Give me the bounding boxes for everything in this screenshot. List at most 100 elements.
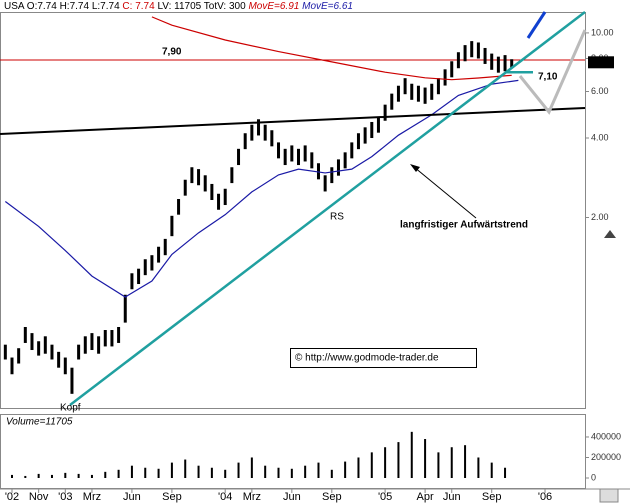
price-bar bbox=[30, 333, 34, 351]
x-tick-label: Jun bbox=[443, 491, 461, 503]
volume-bar bbox=[170, 462, 173, 478]
header-part: C: 7.74 bbox=[122, 1, 155, 12]
price-bar bbox=[476, 42, 480, 59]
price-bar bbox=[430, 83, 434, 100]
price-bar bbox=[390, 93, 394, 110]
volume-bar bbox=[237, 462, 240, 478]
projection bbox=[518, 29, 587, 115]
annotation: RS bbox=[330, 212, 344, 223]
price-bar bbox=[310, 152, 314, 169]
price-bar bbox=[363, 127, 367, 144]
volume-bar bbox=[330, 469, 333, 478]
price-bar bbox=[443, 69, 447, 86]
price-bar bbox=[283, 148, 287, 166]
volume-bar bbox=[24, 475, 27, 478]
price-bar bbox=[77, 344, 81, 360]
price-bar bbox=[350, 142, 354, 159]
price-bar bbox=[117, 326, 121, 343]
volume-bar bbox=[250, 457, 253, 478]
volume-bar bbox=[117, 469, 120, 478]
volume-bar bbox=[384, 447, 387, 478]
volume-bar bbox=[464, 445, 467, 478]
x-tick-label: '05 bbox=[378, 491, 392, 503]
price-bar bbox=[110, 330, 114, 347]
price-bar bbox=[290, 145, 294, 162]
price-bar bbox=[157, 246, 161, 263]
price-bar bbox=[243, 133, 247, 150]
level-label: 7,90 bbox=[162, 47, 182, 58]
marks: 10.008.006.004.002.00'02Nov'03MrzJunSep'… bbox=[0, 16, 621, 503]
x-tick-label: '03 bbox=[58, 491, 72, 503]
arrow bbox=[413, 166, 477, 219]
price-bar bbox=[376, 116, 380, 133]
y-tick-label: 0 bbox=[591, 472, 596, 482]
last-price-box bbox=[588, 56, 614, 69]
price-bar bbox=[137, 268, 141, 285]
price-bar bbox=[163, 238, 167, 256]
price-bar bbox=[270, 130, 274, 147]
volume-bar bbox=[357, 457, 360, 478]
price-bar bbox=[423, 87, 427, 104]
price-bar bbox=[330, 167, 334, 184]
volume-bar bbox=[290, 468, 293, 478]
price-bar bbox=[237, 148, 241, 166]
price-bar bbox=[83, 336, 87, 354]
price-bar bbox=[436, 78, 440, 95]
price-bar bbox=[483, 47, 487, 64]
x-tick-label: Sep bbox=[162, 491, 182, 503]
x-tick-label: '02 bbox=[5, 491, 19, 503]
y-tick-label: 200000 bbox=[591, 452, 621, 462]
volume-bar bbox=[424, 439, 427, 478]
price-bar bbox=[257, 119, 261, 136]
arrow-head bbox=[410, 164, 420, 172]
price-bar bbox=[57, 351, 61, 368]
header-part: USA O:7.74 H:7.74 L:7.74 bbox=[4, 1, 120, 12]
x-tick-label: Jun bbox=[123, 491, 141, 503]
price-bar bbox=[490, 53, 494, 70]
price-bar bbox=[450, 61, 454, 78]
volume-bar bbox=[277, 467, 280, 478]
y-tick-label: 10.00 bbox=[591, 27, 614, 37]
corner-icon[interactable] bbox=[599, 488, 619, 503]
price-bar bbox=[303, 145, 307, 162]
header-text: USA O:7.74 H:7.74 L:7.74 C: 7.74 LV: 117… bbox=[4, 1, 353, 12]
price-bar bbox=[170, 215, 174, 237]
price-panel bbox=[0, 12, 586, 409]
resistance-line bbox=[0, 107, 586, 135]
price-bar bbox=[496, 56, 500, 73]
volume-bar bbox=[64, 472, 67, 478]
price-bar bbox=[37, 341, 41, 356]
price-bar bbox=[150, 255, 154, 271]
price-bar bbox=[130, 273, 134, 290]
x-tick-label: Apr bbox=[417, 491, 434, 503]
price-bar bbox=[410, 83, 414, 100]
annotation: Kopf bbox=[60, 403, 81, 414]
x-tick-label: Mrz bbox=[83, 491, 101, 503]
price-bar bbox=[43, 336, 47, 354]
price-bar bbox=[277, 142, 281, 159]
legend-entry: MovE=6.61 bbox=[302, 1, 353, 12]
price-bar bbox=[456, 52, 460, 69]
volume-bar bbox=[77, 473, 80, 478]
price-bar bbox=[223, 188, 227, 206]
price-bar bbox=[123, 294, 127, 323]
projection-arrow bbox=[526, 11, 547, 39]
volume-bar bbox=[224, 469, 227, 478]
price-bar bbox=[23, 326, 27, 343]
x-tick-label: Sep bbox=[482, 491, 502, 503]
price-bar bbox=[183, 179, 187, 196]
price-bar bbox=[177, 199, 181, 215]
price-bar bbox=[90, 333, 94, 351]
volume-bar bbox=[10, 474, 13, 478]
x-tick-label: Jun bbox=[283, 491, 301, 503]
y-tick-label: 4.00 bbox=[591, 132, 609, 142]
x-tick-label: '06 bbox=[538, 491, 552, 503]
scroll-icon[interactable] bbox=[604, 230, 616, 238]
price-bar bbox=[370, 121, 374, 139]
volume-label: Volume=11705 bbox=[6, 417, 73, 428]
volume-bar bbox=[37, 473, 40, 478]
volume-bar bbox=[197, 465, 200, 478]
price-bar bbox=[403, 78, 407, 95]
price-bar bbox=[50, 344, 54, 360]
